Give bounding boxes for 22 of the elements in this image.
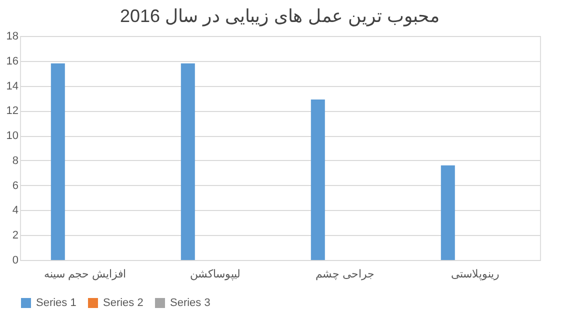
y-tick-label: 14 — [6, 80, 18, 92]
y-tick-label: 8 — [12, 154, 18, 167]
y-tick-label: 4 — [12, 204, 18, 217]
y-tick-label: 12 — [6, 105, 18, 118]
x-tick-label: لیپوساکشن — [190, 268, 240, 280]
y-tick-label: 16 — [6, 55, 18, 68]
legend-label: Series 1 — [36, 297, 76, 309]
bar — [310, 99, 325, 260]
y-tick-label: 10 — [6, 130, 18, 142]
y-tick-label: 0 — [12, 254, 18, 266]
y-tick-label: 6 — [12, 180, 18, 192]
x-tick-label: جراحی چشم — [315, 268, 375, 280]
legend-label: Series 3 — [170, 297, 210, 309]
x-tick-label: افزایش حجم سینه — [44, 268, 126, 280]
bar — [440, 165, 455, 260]
x-tick-label: رینوپلاستی — [451, 268, 499, 280]
bar — [180, 63, 195, 260]
chart-title: محبوب ترین عمل های زیبایی در سال 2016 — [120, 6, 440, 27]
y-tick-label: 18 — [6, 30, 18, 42]
y-tick-label: 2 — [12, 230, 18, 242]
legend-label: Series 2 — [103, 297, 144, 309]
bar — [50, 63, 65, 260]
